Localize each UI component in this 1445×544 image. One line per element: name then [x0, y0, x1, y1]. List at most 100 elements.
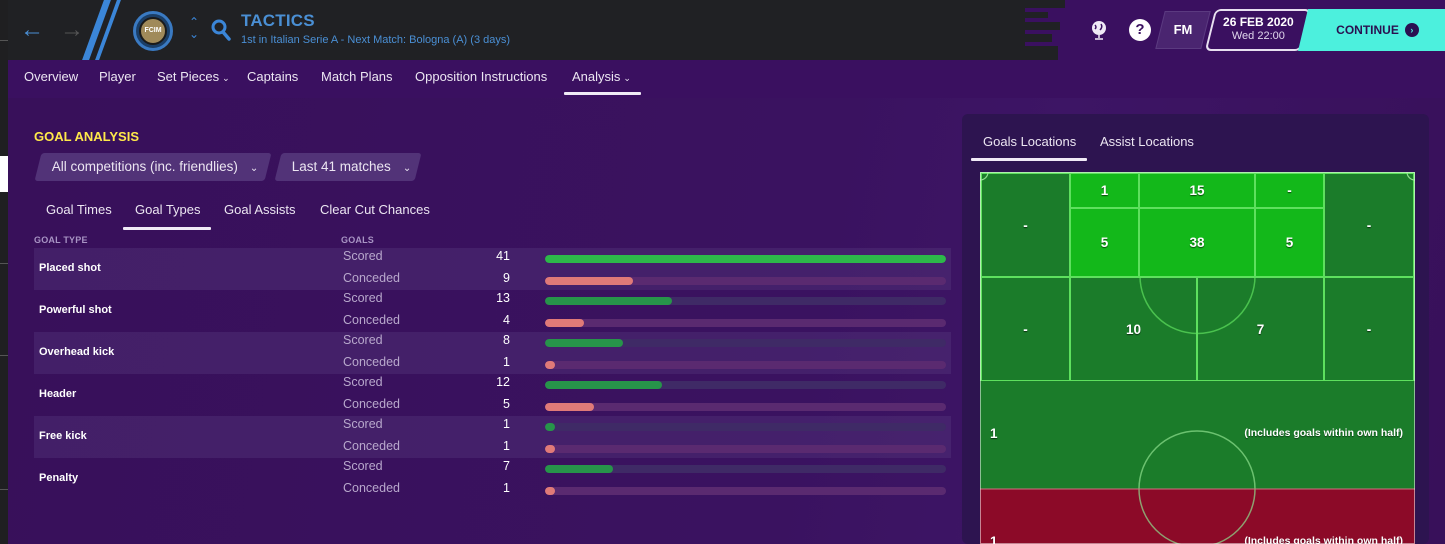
fm-menu-button[interactable]: FM: [1155, 11, 1211, 49]
conceded-bar-track: [545, 277, 946, 285]
subnav-player[interactable]: Player: [99, 69, 136, 84]
forward-button[interactable]: →: [58, 16, 86, 44]
page-subtitle[interactable]: 1st in Italian Serie A - Next Match: Bol…: [241, 34, 511, 46]
scored-count: 8: [503, 333, 510, 347]
scored-bar: [545, 465, 614, 473]
column-header-goals: GOALS: [341, 235, 375, 245]
conceded-bar: [545, 487, 555, 495]
fm-label: FM: [1173, 22, 1193, 37]
subnav-label: Player: [99, 69, 136, 84]
goal-type-label: Free kick: [39, 430, 87, 442]
tab-goals-locations[interactable]: Goals Locations: [983, 134, 1077, 149]
left-edge-divider: [0, 489, 8, 490]
own-half-note: (Includes goals within own half): [1244, 427, 1403, 439]
scored-label: Scored: [343, 459, 383, 473]
subnav-opposition-instructions[interactable]: Opposition Instructions: [415, 69, 547, 84]
scored-bar: [545, 297, 673, 305]
goal-type-row[interactable]: Header Scored 12 Conceded 5: [34, 374, 951, 416]
chevron-down-icon: ⌄: [222, 73, 230, 83]
zone-six-yard-right[interactable]: -: [1254, 172, 1325, 209]
conceded-bar: [545, 361, 555, 369]
zone-outside-right-wing[interactable]: -: [1323, 276, 1415, 382]
scored-bar: [545, 339, 624, 347]
goal-type-label: Header: [39, 388, 77, 400]
left-edge-divider: [0, 263, 8, 264]
chevron-updown-icon[interactable]: ⌃ ⌄: [188, 15, 200, 41]
goal-type-row[interactable]: Overhead kick Scored 8 Conceded 1: [34, 332, 951, 374]
conceded-count: 1: [503, 355, 510, 369]
goal-type-label: Penalty: [39, 472, 79, 484]
question-icon[interactable]: ?: [1129, 19, 1151, 41]
goal-type-row[interactable]: Placed shot Scored 41 Conceded 9: [34, 248, 951, 290]
subnav-analysis[interactable]: Analysis ⌄: [572, 69, 631, 84]
zone-outside-left-wing[interactable]: -: [980, 276, 1071, 382]
conceded-label: Conceded: [343, 439, 400, 453]
decor: [1000, 0, 1065, 8]
competition-filter[interactable]: All competitions (inc. friendlies) ⌄: [34, 153, 272, 181]
zone-own-half-scored[interactable]: 1 (Includes goals within own half): [980, 381, 1415, 489]
zone-box-left[interactable]: 5: [1069, 207, 1140, 278]
zone-left-wing-box[interactable]: -: [980, 172, 1071, 278]
globe-icon[interactable]: [1088, 19, 1110, 41]
zone-box-right[interactable]: 5: [1254, 207, 1325, 278]
zone-own-half-conceded[interactable]: 1 (Includes goals within own half): [980, 489, 1415, 544]
chevron-right-icon: ›: [1404, 23, 1419, 37]
range-filter[interactable]: Last 41 matches ⌄: [274, 153, 422, 181]
subnav-match-plans[interactable]: Match Plans: [321, 69, 393, 84]
club-logo: FCIM: [139, 17, 167, 45]
arrow-left-icon: ←: [20, 16, 44, 43]
scored-label: Scored: [343, 375, 383, 389]
scored-bar: [545, 381, 663, 389]
zone-outside-left-center[interactable]: 10: [1069, 276, 1198, 382]
subnav-captains[interactable]: Captains: [247, 69, 298, 84]
subnav-set-pieces[interactable]: Set Pieces ⌄: [157, 69, 230, 84]
page-title: TACTICS: [241, 11, 315, 30]
scored-bar-track: [545, 465, 946, 473]
zone-six-yard-left[interactable]: 1: [1069, 172, 1140, 209]
left-edge-divider: [0, 355, 8, 356]
conceded-bar: [545, 445, 555, 453]
scored-bar-track: [545, 297, 946, 305]
conceded-bar-track: [545, 319, 946, 327]
current-date: 26 FEB 2020: [1223, 15, 1294, 29]
tab-goal-types[interactable]: Goal Types: [135, 202, 201, 217]
chevron-down-icon: ⌄: [402, 163, 412, 174]
conceded-bar-track: [545, 403, 946, 411]
scored-count: 1: [503, 417, 510, 431]
goal-type-row[interactable]: Powerful shot Scored 13 Conceded 4: [34, 290, 951, 332]
zone-box-center[interactable]: 38: [1138, 207, 1256, 278]
own-half-conceded-value: 1: [990, 534, 998, 544]
zone-right-wing-box[interactable]: -: [1323, 172, 1415, 278]
zone-outside-right-center[interactable]: 7: [1196, 276, 1325, 382]
subnav-label: Captains: [247, 69, 299, 84]
date-display[interactable]: 26 FEB 2020 Wed 22:00: [1204, 9, 1312, 51]
current-time: Wed 22:00: [1231, 30, 1285, 42]
active-location-tab-indicator: [971, 158, 1087, 161]
search-icon[interactable]: [211, 19, 231, 41]
own-half-note: (Includes goals within own half): [1244, 535, 1403, 544]
conceded-bar-track: [545, 487, 946, 495]
tab-goal-times[interactable]: Goal Times: [46, 202, 112, 217]
zone-six-yard-center[interactable]: 15: [1138, 172, 1256, 209]
conceded-count: 4: [503, 313, 510, 327]
goal-type-label: Powerful shot: [39, 304, 112, 316]
back-button[interactable]: ←: [18, 16, 46, 44]
tab-assist-locations[interactable]: Assist Locations: [1100, 134, 1194, 149]
goal-type-row[interactable]: Free kick Scored 1 Conceded 1: [34, 416, 951, 458]
scored-label: Scored: [343, 333, 383, 347]
own-half-scored-value: 1: [990, 426, 998, 441]
tab-goal-assists[interactable]: Goal Assists: [224, 202, 296, 217]
goal-type-row[interactable]: Penalty Scored 7 Conceded 1: [34, 458, 951, 500]
decor: [1000, 46, 1058, 60]
continue-button[interactable]: CONTINUE ›: [1298, 9, 1445, 51]
left-edge-tab[interactable]: [0, 156, 8, 192]
scored-bar-track: [545, 255, 946, 263]
chevron-down-icon: ⌄: [249, 163, 259, 174]
tab-clear-cut-chances[interactable]: Clear Cut Chances: [320, 202, 430, 217]
subnav-overview[interactable]: Overview: [24, 69, 78, 84]
scored-bar-track: [545, 381, 946, 389]
arrow-right-icon: →: [60, 16, 84, 43]
club-badge[interactable]: FCIM: [133, 11, 173, 51]
scored-bar-track: [545, 339, 946, 347]
competition-value: All competitions (inc. friendlies): [51, 159, 238, 174]
